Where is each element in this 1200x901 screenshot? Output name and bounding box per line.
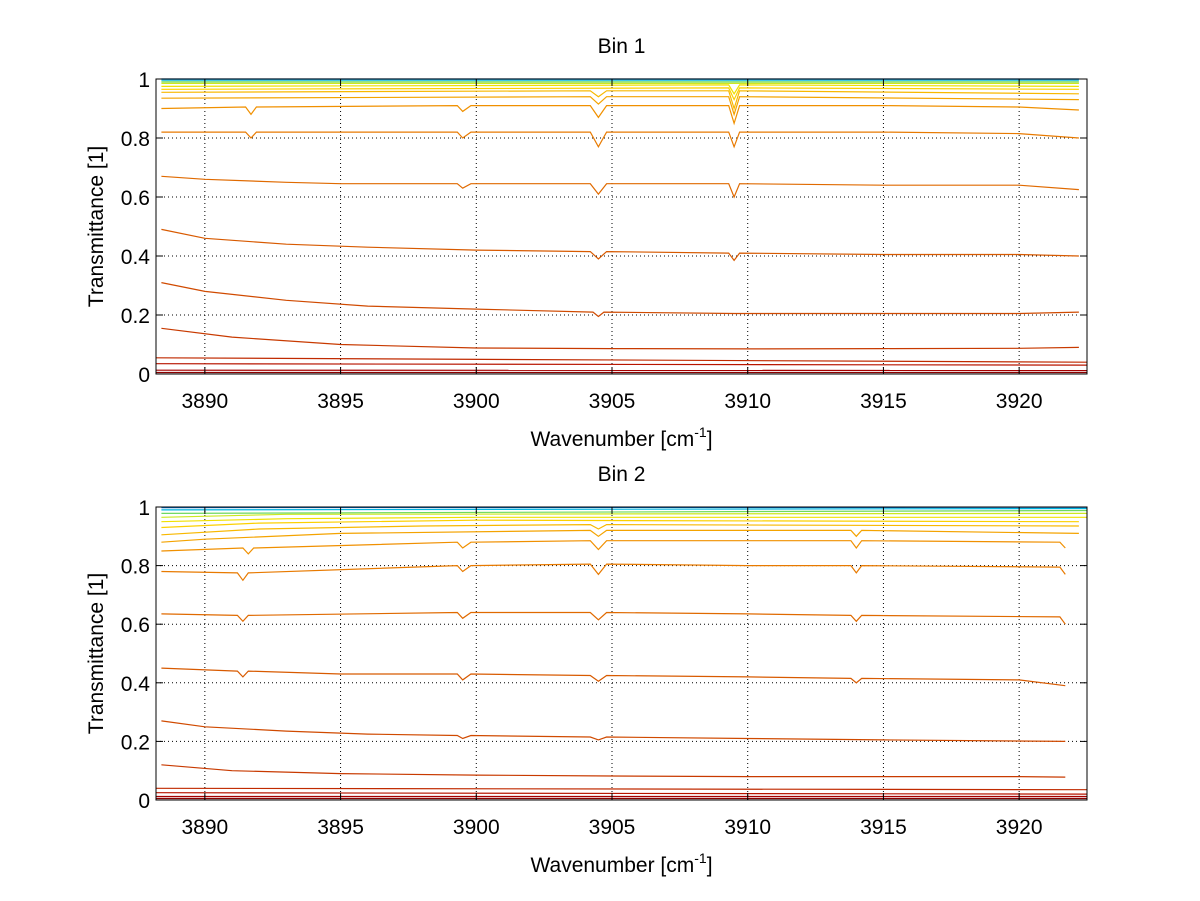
series-line xyxy=(161,90,1079,111)
subplot-bin-1: 3890 3895 3900 3905 3910 3915 3920 0 0.2 0.4 0.6 0.… xyxy=(85,35,1088,451)
x-tick-label: 3895 xyxy=(317,816,364,839)
series-line xyxy=(161,507,1088,511)
x-axis-label: Wavenumber [cm-1] xyxy=(530,850,712,877)
series-line xyxy=(161,512,1088,518)
x-tick-label: 3920 xyxy=(996,816,1043,839)
series-line xyxy=(161,104,1079,126)
series-line xyxy=(161,84,1079,95)
y-tick-label: 1 xyxy=(138,69,150,92)
y-tick-label: 0.8 xyxy=(121,556,150,579)
x-tick-label: 3890 xyxy=(181,816,228,839)
series-line xyxy=(161,540,1066,555)
y-tick-label: 1 xyxy=(138,497,150,520)
x-tick-label: 3905 xyxy=(589,816,636,839)
x-tick-label: 3895 xyxy=(317,390,364,413)
series-line xyxy=(161,131,1079,149)
series-line xyxy=(161,667,1066,687)
x-tick-label: 3920 xyxy=(996,390,1043,413)
series-line xyxy=(161,87,1079,102)
series-line xyxy=(161,282,1079,318)
x-tick-label: 3900 xyxy=(453,816,500,839)
series-line xyxy=(155,357,1088,363)
subplot-bin-2: 3890 3895 3900 3905 3910 3915 3920 0 0.2 0.4 0.6 0.… xyxy=(85,463,1088,877)
series-line xyxy=(161,327,1079,350)
x-tick-label: 3915 xyxy=(860,390,907,413)
series-line xyxy=(161,611,1066,625)
series-line xyxy=(161,509,1088,515)
series-line xyxy=(161,175,1079,199)
series-line xyxy=(161,764,1066,778)
y-axis-label: Transmittance [1] xyxy=(85,573,108,734)
y-tick-label: 0.6 xyxy=(121,614,150,637)
x-axis-label: Wavenumber [cm-1] xyxy=(530,424,712,451)
y-tick-label: 0.2 xyxy=(121,305,150,328)
y-tick-label: 0.4 xyxy=(121,673,151,696)
x-tick-label: 3915 xyxy=(860,816,907,839)
series-line xyxy=(161,516,1087,523)
y-tick-label: 0.4 xyxy=(121,246,151,269)
series-line xyxy=(161,523,1079,536)
series-line xyxy=(161,720,1066,743)
y-tick-label: 0 xyxy=(138,364,150,387)
series-line xyxy=(161,228,1079,262)
subplot-title: Bin 2 xyxy=(598,463,646,486)
series-line xyxy=(161,529,1079,543)
y-tick-label: 0 xyxy=(138,790,150,813)
y-tick-label: 0.2 xyxy=(121,731,150,754)
x-tick-label: 3910 xyxy=(724,390,771,413)
series-line xyxy=(155,363,1088,366)
series-line xyxy=(161,519,1079,529)
series-line xyxy=(155,787,1088,791)
series-line xyxy=(161,563,1066,582)
series-line xyxy=(161,96,1079,117)
x-tick-label: 3890 xyxy=(181,390,228,413)
x-tick-label: 3910 xyxy=(724,816,771,839)
y-tick-label: 0.6 xyxy=(121,187,150,210)
y-axis-label: Transmittance [1] xyxy=(85,146,108,307)
subplot-title: Bin 1 xyxy=(598,35,646,58)
y-tick-label: 0.8 xyxy=(121,128,150,151)
series-line xyxy=(155,792,1088,795)
x-tick-label: 3900 xyxy=(453,390,500,413)
x-tick-label: 3905 xyxy=(589,390,636,413)
